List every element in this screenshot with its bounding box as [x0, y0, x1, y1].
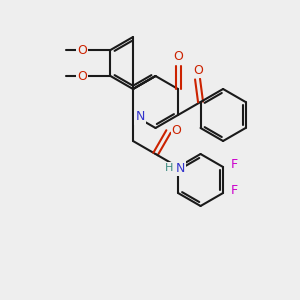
Text: F: F	[230, 158, 238, 172]
Text: N: N	[175, 161, 185, 175]
Text: O: O	[77, 70, 87, 83]
Text: O: O	[173, 50, 183, 63]
Text: H: H	[165, 163, 173, 173]
Text: O: O	[77, 44, 87, 56]
Text: O: O	[172, 124, 182, 137]
Text: N: N	[135, 110, 145, 124]
Text: O: O	[194, 64, 203, 76]
Text: F: F	[230, 184, 238, 197]
